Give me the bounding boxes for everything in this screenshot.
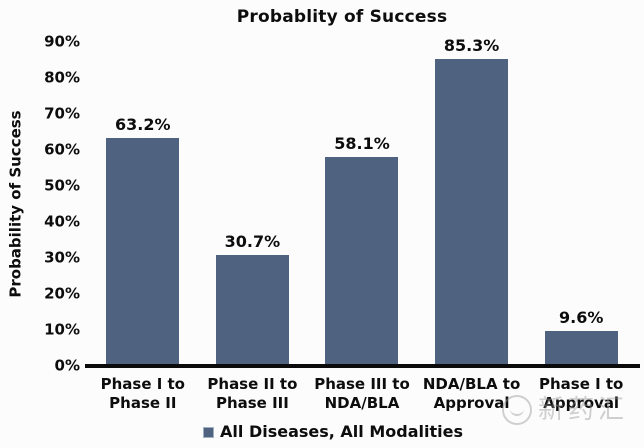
bar-group: 58.1% — [307, 42, 417, 366]
plot-area: 63.2% 30.7% 58.1% 85.3% 9.6% — [88, 37, 636, 366]
chart-title: Probablity of Success — [236, 7, 448, 27]
bar-group: 30.7% — [198, 42, 308, 366]
bar-value-label: 9.6% — [558, 308, 604, 328]
bar-group: 85.3% — [417, 37, 527, 366]
y-tick-label: 30% — [44, 248, 80, 267]
x-tick-label: NDA/BLA to Approval — [422, 375, 521, 413]
bar-value-label: 63.2% — [115, 115, 171, 135]
x-tick-label: Phase II to Phase III — [207, 375, 298, 413]
bar-value-label: 30.7% — [224, 232, 281, 252]
legend: All Diseases, All Modalities — [0, 424, 644, 440]
y-tick-label: 90% — [44, 32, 80, 51]
bar — [544, 331, 618, 366]
bar-group: 9.6% — [526, 42, 636, 366]
y-tick-label: 0% — [54, 356, 80, 375]
bar-group: 63.2% — [88, 42, 198, 366]
x-tick-label: Phase I to Approval — [538, 375, 624, 413]
bar-value-label: 58.1% — [334, 133, 390, 153]
bar — [435, 58, 509, 366]
x-tick-label: Phase III to NDA/BLA — [314, 375, 410, 413]
y-tick-label: 80% — [44, 68, 80, 87]
y-tick-label: 70% — [44, 104, 80, 123]
y-axis-tick-labels: 0% 10% 20% 30% 40% 50% 60% 70% 80% 90% — [26, 34, 80, 373]
y-tick-label: 10% — [44, 320, 80, 339]
y-tick-label: 60% — [44, 140, 80, 159]
legend-label: All Diseases, All Modalities — [220, 422, 463, 441]
bar — [325, 156, 399, 366]
bar — [106, 138, 180, 366]
bar — [215, 255, 289, 366]
y-tick-label: 40% — [44, 212, 80, 231]
y-axis-title: Probability of Success — [7, 110, 25, 298]
x-axis-line — [85, 364, 640, 368]
y-tick-label: 50% — [44, 176, 80, 195]
x-axis-tick-labels: Phase I to Phase II Phase II to Phase III… — [88, 375, 636, 413]
x-tick-label: Phase I to Phase II — [100, 375, 185, 413]
bar-value-label: 85.3% — [443, 35, 500, 55]
y-tick-label: 20% — [44, 284, 80, 303]
legend-marker-icon — [203, 426, 215, 438]
